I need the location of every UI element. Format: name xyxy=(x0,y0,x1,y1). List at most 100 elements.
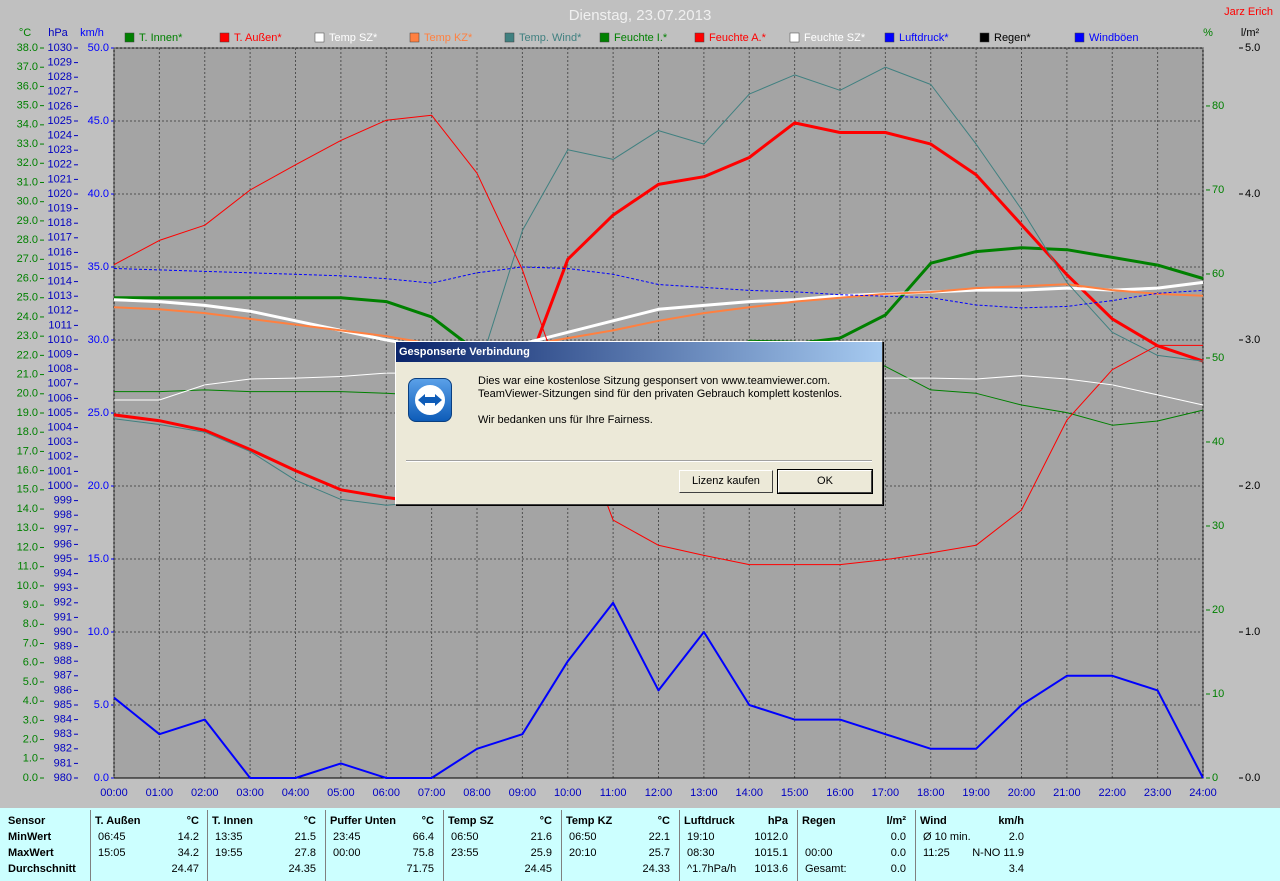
cell-time: 19:55 xyxy=(215,847,243,859)
y-tick-label: 3.0 xyxy=(1245,334,1260,346)
series-line xyxy=(113,121,1204,505)
buy-license-button[interactable]: Lizenz kaufen xyxy=(679,470,773,493)
x-tick-label: 12:00 xyxy=(645,787,673,799)
legend-swatch xyxy=(219,32,230,43)
group-unit: °C xyxy=(421,815,434,827)
axis-unit: km/h xyxy=(80,27,104,39)
cell-time: 00:00 xyxy=(333,847,361,859)
y-tick-label: 23.0 xyxy=(17,330,38,342)
x-tick-label: 16:00 xyxy=(826,787,854,799)
y-tick-label: 20.0 xyxy=(17,388,38,400)
y-tick-label: 981 xyxy=(54,757,72,769)
y-tick-label: 1007 xyxy=(48,378,72,390)
cell-value: 1015.1 xyxy=(754,847,788,859)
group-header: Puffer Unten xyxy=(330,815,396,827)
legend-label: Feuchte SZ* xyxy=(804,32,866,44)
y-tick-label: 1.0 xyxy=(1245,626,1260,638)
series-line xyxy=(113,601,1204,779)
y-tick-label: 60 xyxy=(1212,268,1224,280)
x-tick-label: 10:00 xyxy=(554,787,582,799)
y-tick-label: 5.0 xyxy=(23,676,38,688)
y-tick-label: 20.0 xyxy=(88,480,109,492)
cell-time: 20:10 xyxy=(569,847,597,859)
cell-value: 71.75 xyxy=(406,863,434,875)
group-header: Temp KZ xyxy=(566,815,613,827)
column-separator xyxy=(90,810,91,881)
y-tick-label: 992 xyxy=(54,597,72,609)
y-tick-label: 1027 xyxy=(48,86,72,98)
cell-value: 34.2 xyxy=(177,847,199,859)
y-tick-label: 1008 xyxy=(48,363,72,375)
cell-time: 19:10 xyxy=(687,831,715,843)
y-tick-label: 1013 xyxy=(48,290,72,302)
y-tick-label: 982 xyxy=(54,743,72,755)
series-line xyxy=(113,266,1204,309)
x-tick-label: 06:00 xyxy=(372,787,400,799)
dialog-text: Dies war eine kostenlose Sitzung gespons… xyxy=(478,375,831,387)
cell-time: Ø 10 min. xyxy=(923,831,971,843)
cell-value: 3.4 xyxy=(1008,863,1024,875)
y-tick-label: 24.0 xyxy=(17,311,38,323)
column-separator xyxy=(797,810,798,881)
y-tick-label: 985 xyxy=(54,699,72,711)
cell-time: 23:45 xyxy=(333,831,361,843)
y-tick-label: 25.0 xyxy=(17,292,38,304)
legend-swatch xyxy=(599,32,610,43)
x-tick-label: 15:00 xyxy=(781,787,809,799)
ok-button[interactable]: OK xyxy=(777,469,873,494)
y-tick-label: 12.0 xyxy=(17,541,38,553)
x-tick-label: 03:00 xyxy=(236,787,264,799)
x-tick-label: 23:00 xyxy=(1144,787,1172,799)
cell-value: 0.0 xyxy=(890,863,906,875)
x-tick-label: 24:00 xyxy=(1189,787,1217,799)
y-tick-label: 38.0 xyxy=(17,42,38,54)
y-tick-label: 1002 xyxy=(48,451,72,463)
y-tick-label: 996 xyxy=(54,538,72,550)
y-tick-label: 998 xyxy=(54,509,72,521)
x-tick-label: 18:00 xyxy=(917,787,945,799)
y-tick-label: 16.0 xyxy=(17,465,38,477)
cell-value: 1012.0 xyxy=(754,831,788,843)
dialog-text: TeamViewer-Sitzungen sind für den privat… xyxy=(478,388,843,400)
y-tick-label: 1020 xyxy=(48,188,72,200)
x-tick-label: 09:00 xyxy=(509,787,537,799)
y-tick-label: 5.0 xyxy=(94,699,109,711)
legend-swatch xyxy=(504,32,515,43)
row-label: MinWert xyxy=(8,831,52,843)
y-tick-label: 13.0 xyxy=(17,522,38,534)
y-tick-label: 50.0 xyxy=(88,42,109,54)
y-tick-label: 28.0 xyxy=(17,234,38,246)
group-unit: hPa xyxy=(767,815,788,827)
y-tick-label: 6.0 xyxy=(23,657,38,669)
cell-value: 0.0 xyxy=(890,847,906,859)
y-tick-label: 40.0 xyxy=(88,188,109,200)
legend-label: Temp KZ* xyxy=(424,32,473,44)
legend-label: Feuchte A.* xyxy=(709,32,767,44)
group-header: Temp SZ xyxy=(448,815,494,827)
column-separator xyxy=(679,810,680,881)
cell-value: 14.2 xyxy=(177,831,199,843)
y-tick-label: 80 xyxy=(1212,100,1224,112)
legend-swatch xyxy=(884,32,895,43)
y-tick-label: 30.0 xyxy=(17,196,38,208)
chart: Dienstag, 23.07.2013 Jarz Erich °C hPa k… xyxy=(17,6,1273,799)
cell-time: 23:55 xyxy=(451,847,479,859)
y-tick-label: 988 xyxy=(54,655,72,667)
y-tick-label: 0.0 xyxy=(1245,772,1260,784)
y-tick-label: 10 xyxy=(1212,688,1224,700)
y-tick-label: 18.0 xyxy=(17,426,38,438)
y-tick-label: 34.0 xyxy=(17,119,38,131)
legend-label: Temp SZ* xyxy=(329,32,378,44)
y-tick-label: 26.0 xyxy=(17,272,38,284)
y-tick-label: 984 xyxy=(54,714,72,726)
y-tick-label: 1028 xyxy=(48,71,72,83)
legend-label: Feuchte I.* xyxy=(614,32,668,44)
y-tick-label: 0 xyxy=(1212,772,1218,784)
y-tick-label: 1024 xyxy=(48,130,72,142)
icon-arrow xyxy=(415,385,445,415)
y-tick-label: 1018 xyxy=(48,217,72,229)
user-name: Jarz Erich xyxy=(1224,6,1273,18)
y-tick-label: 1016 xyxy=(48,246,72,258)
y-tick-label: 989 xyxy=(54,641,72,653)
x-tick-label: 17:00 xyxy=(872,787,900,799)
